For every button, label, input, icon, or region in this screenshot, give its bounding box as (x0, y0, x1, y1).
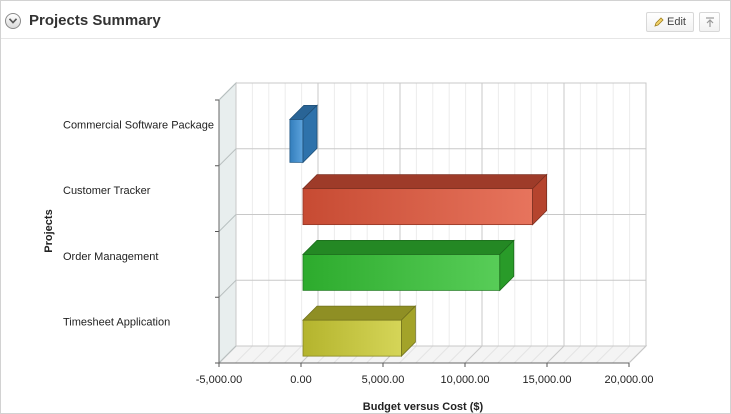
bar-top-order-management (302, 239, 515, 255)
wall-grid-line (218, 148, 237, 167)
x-tick-label: 0.00 (290, 374, 311, 386)
bar-timesheet-application (302, 319, 402, 357)
category-label: Customer Tracker (63, 185, 151, 197)
edit-button[interactable]: Edit (646, 12, 694, 32)
x-tick-label: 5,000.00 (362, 374, 405, 386)
x-tick-label: 20,000.00 (605, 374, 654, 386)
wall-grid-line (218, 82, 237, 101)
floor-grid-line (399, 345, 417, 364)
chevron-down-icon (9, 18, 17, 24)
floor-grid-line (595, 345, 614, 364)
bar-side-commercial-software-package (302, 104, 318, 164)
bar-side-order-management (499, 239, 515, 292)
floor-grid-line (513, 345, 532, 364)
floor-grid-line (546, 345, 565, 364)
floor-grid-line (267, 345, 286, 364)
x-axis-title: Budget versus Cost ($) (363, 401, 484, 413)
floor-grid-line (612, 345, 630, 364)
x-tick-label: -5,000.00 (196, 374, 242, 386)
floor-grid-line (530, 345, 548, 364)
floor-grid-line (448, 345, 466, 364)
floor-grid-line (563, 345, 581, 364)
bar-commercial-software-package (289, 118, 304, 163)
x-tick-label: 15,000.00 (523, 374, 572, 386)
region-title: Projects Summary (29, 12, 161, 29)
floor-grid-line (235, 345, 253, 364)
bar-top-timesheet-application (302, 305, 417, 321)
floor-grid-line (415, 345, 434, 364)
x-tick-label: 10,000.00 (441, 374, 490, 386)
floor-grid-line (284, 345, 302, 364)
floor-grid-line (481, 345, 499, 364)
region-header: Projects Summary Edit (1, 1, 730, 39)
floor-grid-line (497, 345, 516, 364)
floor-grid-line (628, 345, 647, 364)
category-label: Order Management (63, 251, 158, 263)
category-label: Timesheet Application (63, 317, 170, 329)
collapse-toggle-button[interactable] (5, 13, 21, 29)
bar-side-timesheet-application (400, 305, 416, 358)
scroll-to-top-button[interactable] (699, 12, 720, 32)
edit-button-label: Edit (667, 16, 686, 28)
bar-top-customer-tracker (302, 174, 548, 190)
wall-grid-line (218, 214, 237, 232)
bar-side-customer-tracker (532, 173, 547, 226)
category-label: Commercial Software Package (63, 119, 214, 131)
pencil-icon (654, 17, 664, 27)
y-axis-title: Projects (43, 209, 55, 252)
floor-grid-line (464, 345, 483, 364)
arrow-up-to-top-icon (706, 17, 714, 27)
wall-grid-line (218, 345, 237, 364)
wall-grid-line (218, 279, 237, 298)
bar-customer-tracker (302, 188, 534, 226)
floor-grid-line (579, 345, 598, 364)
floor-grid-line (431, 345, 450, 364)
floor-grid-line (251, 345, 270, 364)
bar-order-management (302, 253, 501, 291)
